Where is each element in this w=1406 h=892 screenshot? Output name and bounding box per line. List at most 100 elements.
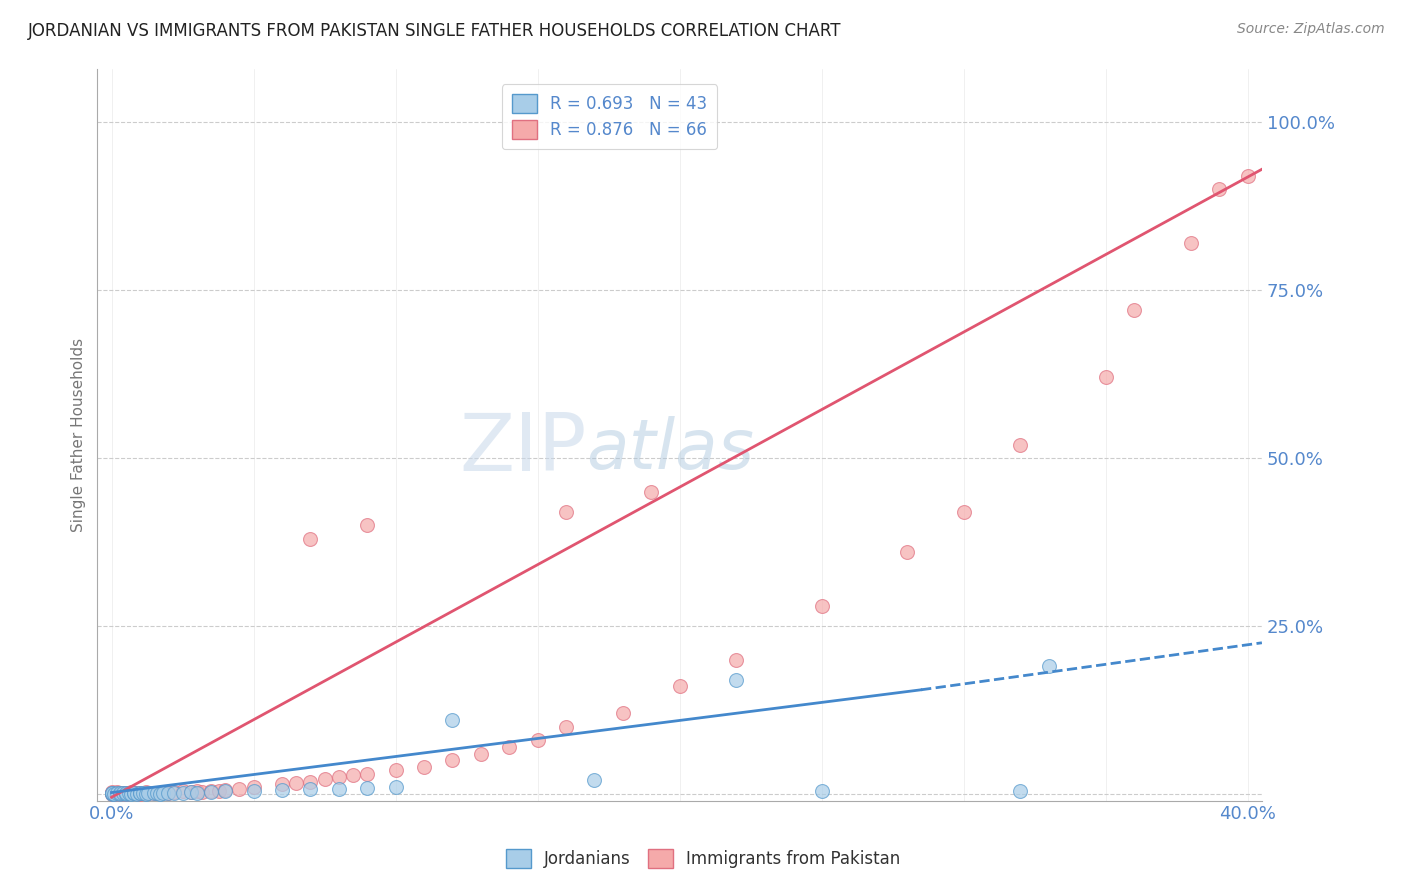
Point xyxy=(228,781,250,796)
Point xyxy=(725,652,748,666)
Point xyxy=(328,770,350,784)
Point xyxy=(135,785,157,799)
Point xyxy=(952,505,974,519)
Text: ZIP: ZIP xyxy=(460,410,586,488)
Point xyxy=(146,786,169,800)
Point xyxy=(100,787,122,801)
Point xyxy=(172,786,194,800)
Point xyxy=(384,764,406,778)
Point xyxy=(640,484,662,499)
Point xyxy=(143,786,166,800)
Point xyxy=(299,774,322,789)
Point xyxy=(100,785,122,799)
Point xyxy=(124,786,146,800)
Text: Source: ZipAtlas.com: Source: ZipAtlas.com xyxy=(1237,22,1385,37)
Point xyxy=(180,785,202,799)
Point xyxy=(100,786,122,800)
Point xyxy=(132,786,155,800)
Point xyxy=(200,783,222,797)
Point xyxy=(271,777,294,791)
Point xyxy=(1123,303,1146,318)
Point xyxy=(1010,783,1032,797)
Point xyxy=(526,733,548,747)
Point xyxy=(100,786,122,800)
Point xyxy=(384,780,406,794)
Point xyxy=(152,786,174,800)
Point xyxy=(105,786,128,800)
Point xyxy=(120,787,142,801)
Point xyxy=(129,786,152,800)
Point xyxy=(441,753,464,767)
Point xyxy=(356,780,378,795)
Point xyxy=(612,706,634,721)
Point xyxy=(114,787,136,801)
Point xyxy=(138,786,160,800)
Point xyxy=(810,599,832,613)
Point xyxy=(143,786,166,800)
Point xyxy=(152,785,174,799)
Point xyxy=(1208,182,1230,196)
Point xyxy=(208,784,231,798)
Point xyxy=(108,787,131,801)
Point xyxy=(163,786,186,800)
Point xyxy=(896,545,918,559)
Point xyxy=(108,786,131,800)
Point xyxy=(163,785,186,799)
Point xyxy=(191,785,214,799)
Point xyxy=(214,783,236,797)
Point xyxy=(413,760,436,774)
Point xyxy=(157,786,180,800)
Point xyxy=(186,786,208,800)
Point xyxy=(114,786,136,800)
Point xyxy=(342,768,364,782)
Point xyxy=(124,786,146,800)
Point xyxy=(810,783,832,797)
Point xyxy=(100,787,122,801)
Point xyxy=(103,787,125,801)
Y-axis label: Single Father Households: Single Father Households xyxy=(72,337,86,532)
Point xyxy=(127,786,149,800)
Point xyxy=(1010,437,1032,451)
Point xyxy=(103,786,125,800)
Point xyxy=(114,787,136,801)
Point xyxy=(725,673,748,687)
Point xyxy=(1180,236,1202,251)
Point xyxy=(356,766,378,780)
Point xyxy=(441,713,464,727)
Point xyxy=(583,773,606,788)
Point xyxy=(138,786,160,800)
Point xyxy=(1236,169,1258,183)
Point xyxy=(328,781,350,796)
Point xyxy=(120,785,142,799)
Legend: Jordanians, Immigrants from Pakistan: Jordanians, Immigrants from Pakistan xyxy=(499,842,907,875)
Point xyxy=(299,782,322,797)
Point xyxy=(242,783,264,797)
Point xyxy=(129,786,152,800)
Point xyxy=(111,786,134,800)
Point xyxy=(117,786,139,800)
Point xyxy=(124,786,146,800)
Point xyxy=(271,783,294,797)
Text: atlas: atlas xyxy=(586,416,755,483)
Point xyxy=(470,747,492,761)
Point xyxy=(285,776,308,790)
Point xyxy=(105,785,128,799)
Point xyxy=(132,786,155,800)
Point xyxy=(103,787,125,801)
Point xyxy=(200,785,222,799)
Point xyxy=(108,786,131,800)
Point xyxy=(172,784,194,798)
Point xyxy=(214,784,236,798)
Point xyxy=(242,780,264,794)
Point xyxy=(146,786,169,800)
Point xyxy=(1094,370,1116,384)
Legend: R = 0.693   N = 43, R = 0.876   N = 66: R = 0.693 N = 43, R = 0.876 N = 66 xyxy=(502,84,717,149)
Point xyxy=(129,786,152,800)
Point xyxy=(129,787,152,801)
Point xyxy=(117,786,139,800)
Point xyxy=(108,787,131,801)
Point xyxy=(114,786,136,800)
Point xyxy=(555,720,578,734)
Point xyxy=(111,786,134,800)
Point xyxy=(180,785,202,799)
